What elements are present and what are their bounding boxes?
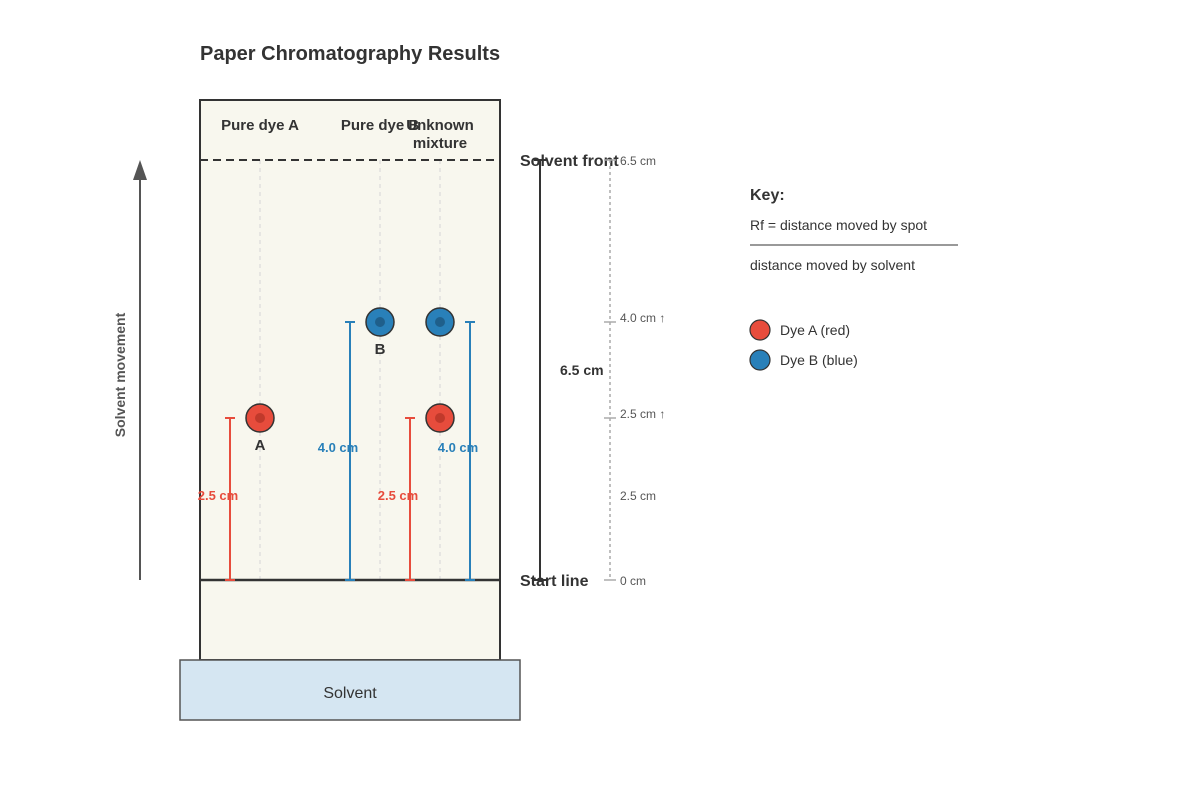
column-label-dye-b: Pure dye B (341, 117, 420, 134)
scale-label-red: 2.5 cm ↑ (620, 407, 665, 421)
measure-mixture-blue (465, 321, 475, 581)
key-label-dye-b: Dye B (blue) (780, 352, 858, 368)
spot-dye-b-label: B (375, 341, 386, 358)
scale-label-top: 6.5 cm (620, 154, 656, 168)
scale-label-zero: 0 cm (620, 574, 646, 588)
solvent-movement-arrow (133, 160, 147, 580)
key-swatch-dye-b (749, 349, 771, 371)
solvent-movement-label: Solvent movement (112, 312, 128, 437)
page-title: Paper Chromatography Results (200, 43, 500, 65)
column-label-mixture: mixture (413, 135, 467, 152)
solvent-distance-label: 6.5 cm (560, 362, 604, 378)
measure-mixture-red (405, 417, 415, 581)
measure-dye-a (225, 417, 235, 581)
measure-mixture-red-label: 2.5 cm (378, 488, 418, 503)
measure-dye-a-label: 2.5 cm (198, 488, 238, 503)
key-rf-denominator: distance moved by solvent (750, 257, 915, 273)
solvent-label: Solvent (323, 685, 377, 702)
solvent-bath (179, 659, 521, 721)
scale-label-blue: 4.0 cm ↑ (620, 311, 665, 325)
solvent-front-label: Solvent front (520, 153, 619, 170)
key-swatch-dye-a (749, 319, 771, 341)
key-rf-numerator: Rf = distance moved by spot (750, 217, 927, 233)
spot-dye-a-label: A (255, 437, 266, 454)
spot-dye-a (245, 403, 275, 433)
column-label-dye-a: Pure dye A (221, 117, 299, 134)
key-label-dye-a: Dye A (red) (780, 322, 850, 338)
measure-dye-b-label: 4.0 cm (318, 440, 358, 455)
measure-dye-b (345, 321, 355, 581)
start-line-label: Start line (520, 573, 589, 590)
spot-mixture-red (425, 403, 455, 433)
column-label-unknown: Unknown (406, 117, 474, 134)
spot-mixture-blue (425, 307, 455, 337)
solvent-distance-bracket (534, 159, 546, 581)
key-title: Key: (750, 187, 785, 204)
measure-mixture-blue-label: 4.0 cm (438, 440, 478, 455)
key-panel: Key: Rf = distance moved by spot distanc… (749, 187, 958, 371)
spot-dye-b (365, 307, 395, 337)
scale-label-mid: 2.5 cm (620, 489, 656, 503)
